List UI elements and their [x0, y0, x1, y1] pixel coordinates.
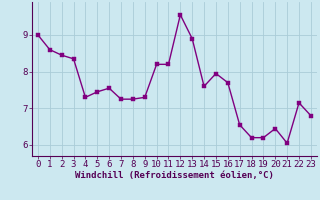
X-axis label: Windchill (Refroidissement éolien,°C): Windchill (Refroidissement éolien,°C) [75, 171, 274, 180]
